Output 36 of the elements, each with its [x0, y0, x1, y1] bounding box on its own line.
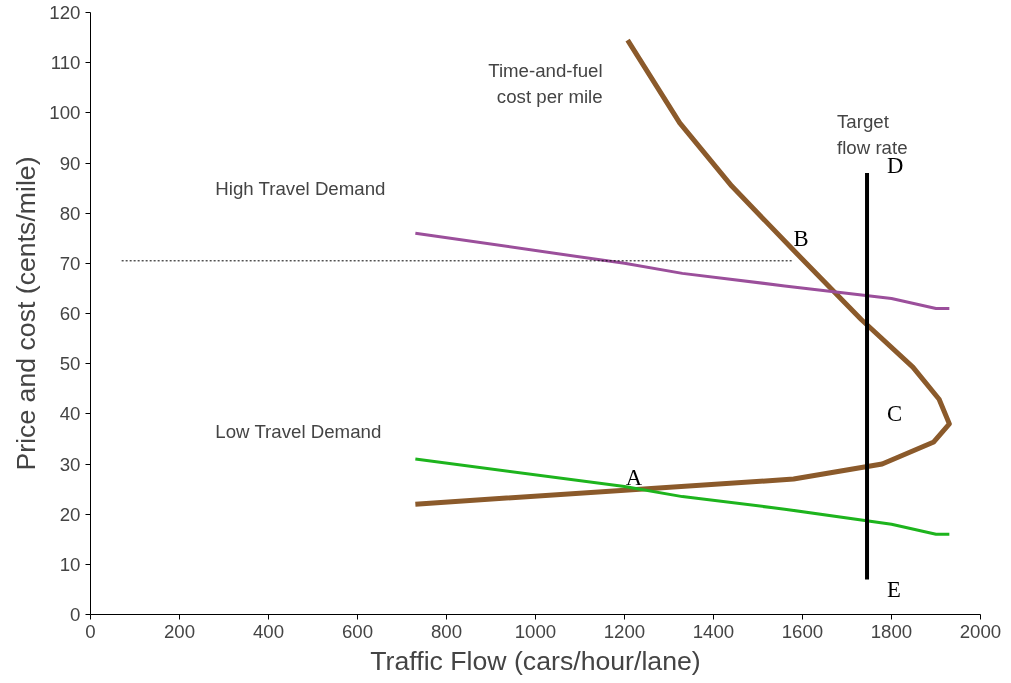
x-tick-label: 2000 [959, 620, 1002, 642]
x-tick-label: 1600 [781, 620, 824, 642]
y-tick-label: 10 [59, 553, 81, 575]
y-tick-label: 0 [70, 604, 81, 625]
line-series [413, 231, 951, 310]
annotation: E [887, 576, 901, 602]
x-tick-label: 200 [163, 620, 196, 642]
x-tick-label: 1200 [603, 620, 646, 642]
series-label: Target flow rate [837, 111, 908, 159]
annotation: C [887, 401, 903, 427]
x-tick-label: 600 [341, 620, 374, 642]
x-tick-label: 1400 [692, 620, 735, 642]
text: Low Travel Demand [215, 420, 382, 442]
y-tick-label: 70 [59, 252, 81, 274]
y-tick-label: 20 [59, 503, 81, 525]
x-tick-label: 800 [430, 620, 463, 642]
y-tick-label: 40 [59, 403, 81, 425]
annotation: A [625, 464, 643, 490]
x-tick-label: 400 [252, 620, 285, 642]
annotation: B [793, 225, 809, 251]
y-tick-label: 60 [59, 303, 81, 324]
series-label: Time-and-fuel cost per mile [488, 60, 603, 108]
x-tick-label: 1800 [870, 620, 913, 642]
y-tick-label: 120 [49, 2, 81, 23]
y-axis-title: Price and cost (cents/mile) [11, 156, 42, 471]
y-tick-label: 90 [59, 152, 81, 174]
line-series [413, 457, 951, 536]
text: High Travel Demand [215, 178, 386, 200]
y-tick-label: 80 [59, 202, 81, 224]
x-tick-label: 1000 [514, 620, 557, 642]
y-tick-label: 110 [50, 52, 81, 74]
y-tick-label: 50 [59, 353, 81, 375]
y-tick-label: 100 [49, 102, 81, 124]
y-tick-label: 30 [59, 453, 81, 475]
x-tick-label: 0 [85, 620, 96, 642]
x-axis-title: Traffic Flow (cars/hour/lane) [370, 645, 701, 676]
